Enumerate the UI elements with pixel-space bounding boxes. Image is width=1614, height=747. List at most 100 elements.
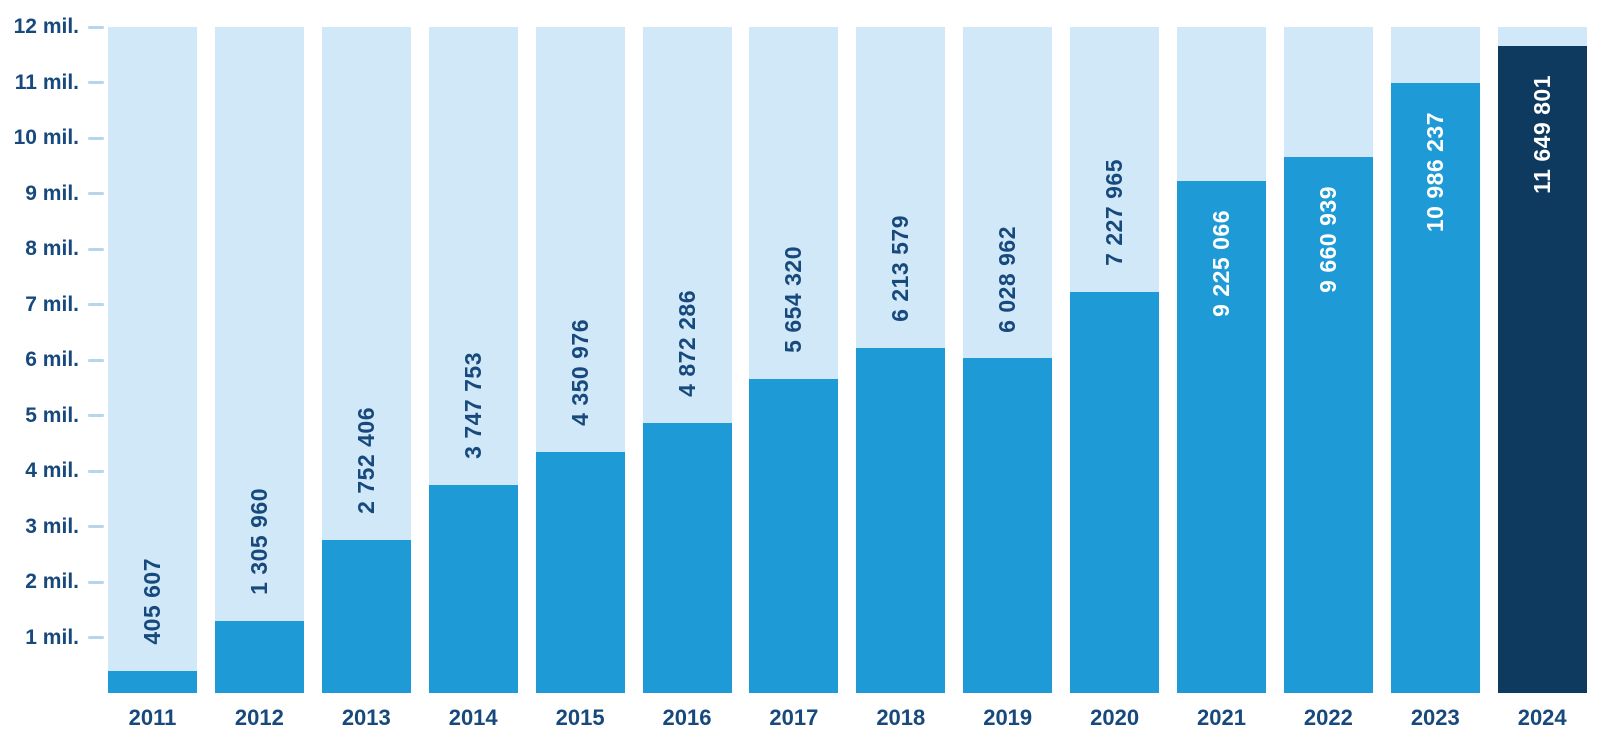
y-axis-tick: 4 mil. bbox=[0, 458, 104, 484]
bar-value-text: 11 649 801 bbox=[1528, 75, 1555, 195]
tick-dash bbox=[88, 525, 104, 528]
bar-value-label: 4 872 286 bbox=[643, 290, 732, 397]
bar-value-label: 6 028 962 bbox=[963, 226, 1052, 333]
bar-value-text: 4 872 286 bbox=[673, 289, 700, 397]
bar-fill bbox=[1070, 291, 1160, 693]
tick-dash bbox=[88, 414, 104, 417]
tick-dash bbox=[88, 25, 104, 29]
bar-column-2019: 6 028 962 bbox=[963, 27, 1053, 693]
y-axis-tick-label: 6 mil. bbox=[25, 348, 79, 371]
x-axis-label-2014: 2014 bbox=[448, 705, 498, 730]
y-axis-tick: 3 mil. bbox=[0, 514, 104, 540]
y-axis-tick-label: 5 mil. bbox=[25, 403, 79, 427]
bar-fill bbox=[1177, 181, 1266, 693]
bar-value-label: 7 227 965 bbox=[1070, 159, 1159, 266]
bar-column-2016: 4 872 286 bbox=[642, 27, 732, 693]
bar-value-text: 5 654 320 bbox=[780, 246, 807, 354]
y-axis-tick-label: 2 mil. bbox=[25, 570, 79, 593]
x-axis-label-2012: 2012 bbox=[234, 705, 284, 730]
y-axis-tick: 7 mil. bbox=[0, 292, 104, 318]
bar-column-2014: 3 747 753 bbox=[428, 27, 518, 693]
bar-value-text: 9 225 066 bbox=[1208, 210, 1234, 317]
bar-fill bbox=[108, 670, 197, 693]
bar-value-label: 3 747 753 bbox=[429, 352, 518, 459]
tick-dash bbox=[88, 358, 104, 362]
y-axis-tick-label: 11 mil. bbox=[14, 70, 79, 94]
x-axis-label-2021: 2021 bbox=[1197, 705, 1246, 730]
y-axis-tick-label: 9 mil. bbox=[25, 181, 79, 205]
bar-column-2012: 1 305 960 bbox=[214, 27, 304, 693]
x-axis-label-2016: 2016 bbox=[662, 705, 712, 730]
bar-value-text: 6 028 962 bbox=[994, 225, 1021, 333]
bar-value-label: 6 213 579 bbox=[856, 215, 945, 322]
y-axis-tick: 8 mil. bbox=[0, 236, 104, 262]
bar-value-text: 4 350 976 bbox=[566, 318, 593, 426]
x-axis-label-2013: 2013 bbox=[341, 705, 391, 730]
bar-value-label: 1 305 960 bbox=[215, 488, 304, 595]
x-axis-label-2024: 2024 bbox=[1517, 705, 1567, 730]
x-axis-label-2017: 2017 bbox=[769, 705, 819, 730]
bar-value-text: 1 305 960 bbox=[245, 487, 272, 595]
y-axis-tick: 9 mil. bbox=[0, 181, 104, 207]
bar-fill bbox=[1283, 156, 1373, 693]
bar-column-2011: 405 607 bbox=[108, 27, 197, 693]
x-axis-label-2019: 2019 bbox=[983, 705, 1033, 730]
y-axis-tick-label: 8 mil. bbox=[25, 237, 79, 260]
bar-fill bbox=[856, 348, 946, 693]
bar-column-2023: 10 986 237 bbox=[1390, 27, 1480, 693]
y-axis-tick-label: 12 mil. bbox=[13, 15, 79, 38]
bar-value-text: 3 747 753 bbox=[459, 352, 486, 459]
bar-value-text: 405 607 bbox=[139, 557, 165, 645]
bar-value-text: 7 227 965 bbox=[1101, 159, 1128, 266]
bar-column-2022: 9 660 939 bbox=[1283, 27, 1373, 693]
tick-dash bbox=[88, 247, 104, 251]
y-axis-tick-label: 4 mil. bbox=[25, 459, 79, 482]
y-axis-tick: 1 mil. bbox=[0, 625, 104, 651]
y-axis-tick: 10 mil. bbox=[0, 125, 104, 151]
bar-column-2015: 4 350 976 bbox=[535, 27, 625, 693]
tick-dash bbox=[88, 192, 104, 195]
bar-fill bbox=[428, 485, 518, 693]
bar-value-text: 9 660 939 bbox=[1314, 185, 1341, 293]
tick-dash bbox=[88, 469, 104, 473]
bar-column-2013: 2 752 406 bbox=[321, 27, 411, 693]
y-axis-tick: 6 mil. bbox=[0, 347, 104, 373]
y-axis-tick: 2 mil. bbox=[0, 569, 104, 595]
bar-value-text: 2 752 406 bbox=[352, 407, 379, 515]
y-axis-tick-label: 7 mil. bbox=[25, 292, 79, 316]
y-axis-tick: 12 mil. bbox=[0, 14, 104, 40]
bar-column-2017: 5 654 320 bbox=[749, 27, 839, 693]
x-axis-label-2020: 2020 bbox=[1090, 705, 1140, 730]
y-axis-tick-label: 3 mil. bbox=[25, 514, 79, 538]
bar-fill bbox=[1390, 83, 1480, 693]
bar-value-text: 10 986 237 bbox=[1421, 112, 1448, 233]
x-axis-label-2018: 2018 bbox=[876, 705, 926, 730]
bar-fill bbox=[321, 540, 411, 693]
bar-value-text: 6 213 579 bbox=[887, 215, 914, 323]
bar-fill bbox=[642, 422, 732, 693]
y-axis-tick: 5 mil. bbox=[0, 403, 104, 429]
bar-value-label: 2 752 406 bbox=[322, 407, 411, 514]
x-axis-label-2015: 2015 bbox=[555, 705, 605, 730]
y-axis-tick: 11 mil. bbox=[0, 70, 104, 96]
bar-value-label: 5 654 320 bbox=[749, 246, 838, 353]
bar-value-label: 10 986 237 bbox=[1391, 112, 1480, 232]
tick-dash bbox=[88, 81, 104, 84]
bar-value-label: 9 225 066 bbox=[1177, 210, 1266, 317]
bar-fill bbox=[535, 451, 625, 693]
bar-value-label: 405 607 bbox=[108, 558, 197, 645]
tick-dash bbox=[88, 303, 104, 306]
bar-fill bbox=[749, 379, 839, 693]
bar-column-2024: 11 649 801 bbox=[1497, 27, 1587, 693]
bar-column-2020: 7 227 965 bbox=[1070, 27, 1160, 693]
bar-column-2018: 6 213 579 bbox=[856, 27, 946, 693]
bar-value-label: 4 350 976 bbox=[536, 319, 625, 426]
bar-column-2021: 9 225 066 bbox=[1177, 27, 1266, 693]
tick-dash bbox=[88, 136, 104, 140]
bar-value-label: 9 660 939 bbox=[1284, 186, 1373, 293]
x-axis-label-2023: 2023 bbox=[1410, 705, 1460, 730]
x-axis-label-2011: 2011 bbox=[128, 705, 177, 730]
bar-fill bbox=[1497, 46, 1587, 693]
tick-dash bbox=[88, 580, 104, 584]
